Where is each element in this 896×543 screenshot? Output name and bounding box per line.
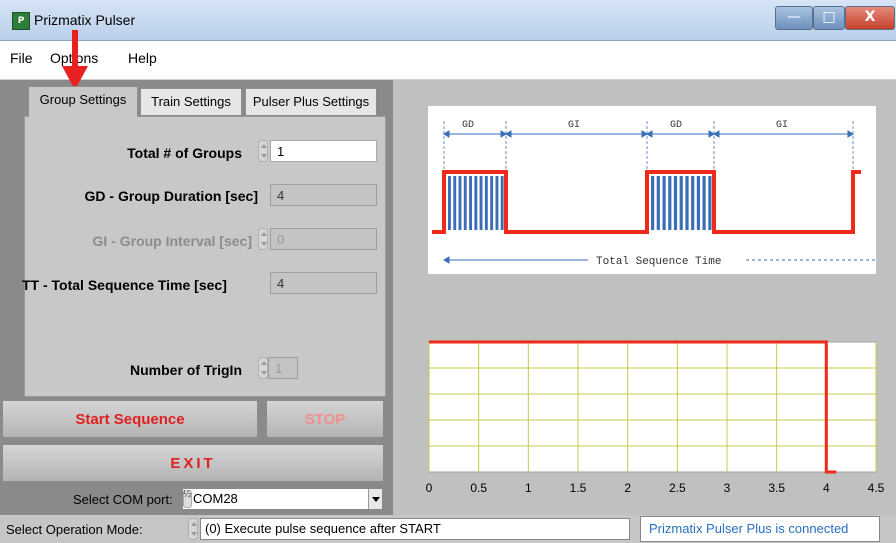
gd-label-2: GD [670, 120, 682, 131]
window-title: Prizmatix Pulser [34, 12, 136, 28]
app-icon: P [12, 12, 30, 30]
com-port-stepper[interactable] [183, 490, 192, 508]
menu-help[interactable]: Help [128, 50, 157, 66]
x-tick-label: 4.5 [868, 481, 885, 495]
close-button[interactable]: X [845, 6, 895, 30]
group-interval-label: GI - Group Interval [sec] [92, 233, 252, 249]
com-port-stepper-glyph: ½ [183, 489, 192, 500]
operation-mode-label: Select Operation Mode: [6, 522, 143, 537]
pulse-bar [685, 176, 689, 230]
tab-pulser-plus-settings[interactable]: Pulser Plus Settings [245, 88, 377, 115]
operation-mode-value[interactable]: (0) Execute pulse sequence after START [200, 518, 630, 540]
x-tick-label: 2 [624, 481, 631, 495]
pulse-bar [668, 176, 672, 230]
pulse-bar [453, 176, 457, 230]
pulse-train-1 [448, 176, 504, 230]
pulse-bar [651, 176, 655, 230]
x-tick-label: 1 [525, 481, 532, 495]
pulse-bar [474, 176, 478, 230]
x-tick-label: 2.5 [669, 481, 686, 495]
plot-series [429, 340, 837, 474]
gi-label-1: GI [568, 120, 580, 131]
pulse-bar [691, 176, 695, 230]
pulse-bar [673, 176, 678, 230]
group-interval-stepper[interactable] [258, 228, 268, 250]
x-axis-ticks: 0 0.5 1 1.5 2 2.5 3 3.5 4 4.5 [426, 481, 885, 495]
total-sequence-time-label: Total Sequence Time [596, 256, 721, 268]
pulse-bar [708, 176, 712, 230]
total-sequence-value: 4 [270, 272, 377, 294]
title-bar [0, 0, 896, 41]
pulse-bar [662, 176, 666, 230]
total-groups-input[interactable]: 1 [270, 140, 377, 162]
pulse-bar [702, 176, 706, 230]
menu-file[interactable]: File [10, 50, 33, 66]
pulse-bar [463, 176, 467, 230]
trigin-stepper[interactable] [258, 357, 268, 379]
tab-group-settings[interactable]: Group Settings [28, 86, 138, 117]
total-sequence-label: TT - Total Sequence Time [sec] [22, 277, 227, 293]
group-duration-label: GD - Group Duration [sec] [84, 188, 258, 204]
com-port-select[interactable]: COM28 [182, 488, 382, 510]
sequence-plot: 0 0.5 1 1.5 2 2.5 3 3.5 4 4.5 [402, 316, 892, 512]
group-settings-pane [24, 116, 386, 397]
tab-train-settings[interactable]: Train Settings [140, 88, 242, 115]
menu-bar [0, 41, 896, 80]
pulse-bar [696, 176, 700, 230]
plot-grid [428, 342, 877, 472]
com-port-label: Select COM port: [73, 492, 173, 507]
minimize-button[interactable]: — [775, 6, 813, 30]
chevron-down-icon[interactable] [368, 489, 382, 509]
plot-area [428, 341, 877, 473]
x-tick-label: 0.5 [470, 481, 487, 495]
start-sequence-button[interactable]: Start Sequence [2, 400, 258, 438]
pulse-bar [656, 176, 660, 230]
group-duration-value: 4 [270, 184, 377, 206]
pulse-bar [495, 176, 499, 230]
series-line [429, 340, 837, 474]
maximize-button[interactable]: □ [813, 6, 845, 30]
gi-label-2: GI [776, 120, 788, 131]
pulse-bar [679, 176, 683, 230]
operation-mode-stepper[interactable] [188, 518, 198, 540]
x-tick-label: 3.5 [768, 481, 785, 495]
x-tick-label: 3 [724, 481, 731, 495]
x-tick-label: 4 [823, 481, 830, 495]
com-port-value: COM28 [193, 491, 238, 506]
pulse-bar [458, 176, 462, 230]
group-interval-input[interactable]: 0 [270, 228, 377, 250]
pulse-bar [490, 176, 494, 230]
pulse-sequence-diagram: GD GI GD GI Total Sequence Time [428, 106, 876, 274]
annotation-arrow-icon [62, 30, 88, 90]
x-tick-label: 1.5 [570, 481, 587, 495]
pulse-bar [448, 176, 451, 230]
pulse-bar [469, 176, 472, 230]
pulse-bar [479, 176, 483, 230]
pulse-bar [484, 176, 488, 230]
connection-status: Prizmatix Pulser Plus is connected [640, 516, 880, 542]
gd-label-1: GD [462, 120, 474, 131]
trigin-input[interactable]: 1 [268, 357, 298, 379]
stop-button[interactable]: STOP [266, 400, 384, 438]
pulse-bar [500, 176, 504, 230]
total-groups-stepper[interactable] [258, 140, 268, 162]
pulse-train-2 [651, 176, 712, 230]
total-groups-label: Total # of Groups [127, 145, 242, 161]
pulse-envelope [432, 170, 861, 234]
x-tick-label: 0 [426, 481, 433, 495]
exit-button[interactable]: EXIT [2, 444, 384, 482]
trigin-label: Number of TrigIn [130, 362, 242, 378]
